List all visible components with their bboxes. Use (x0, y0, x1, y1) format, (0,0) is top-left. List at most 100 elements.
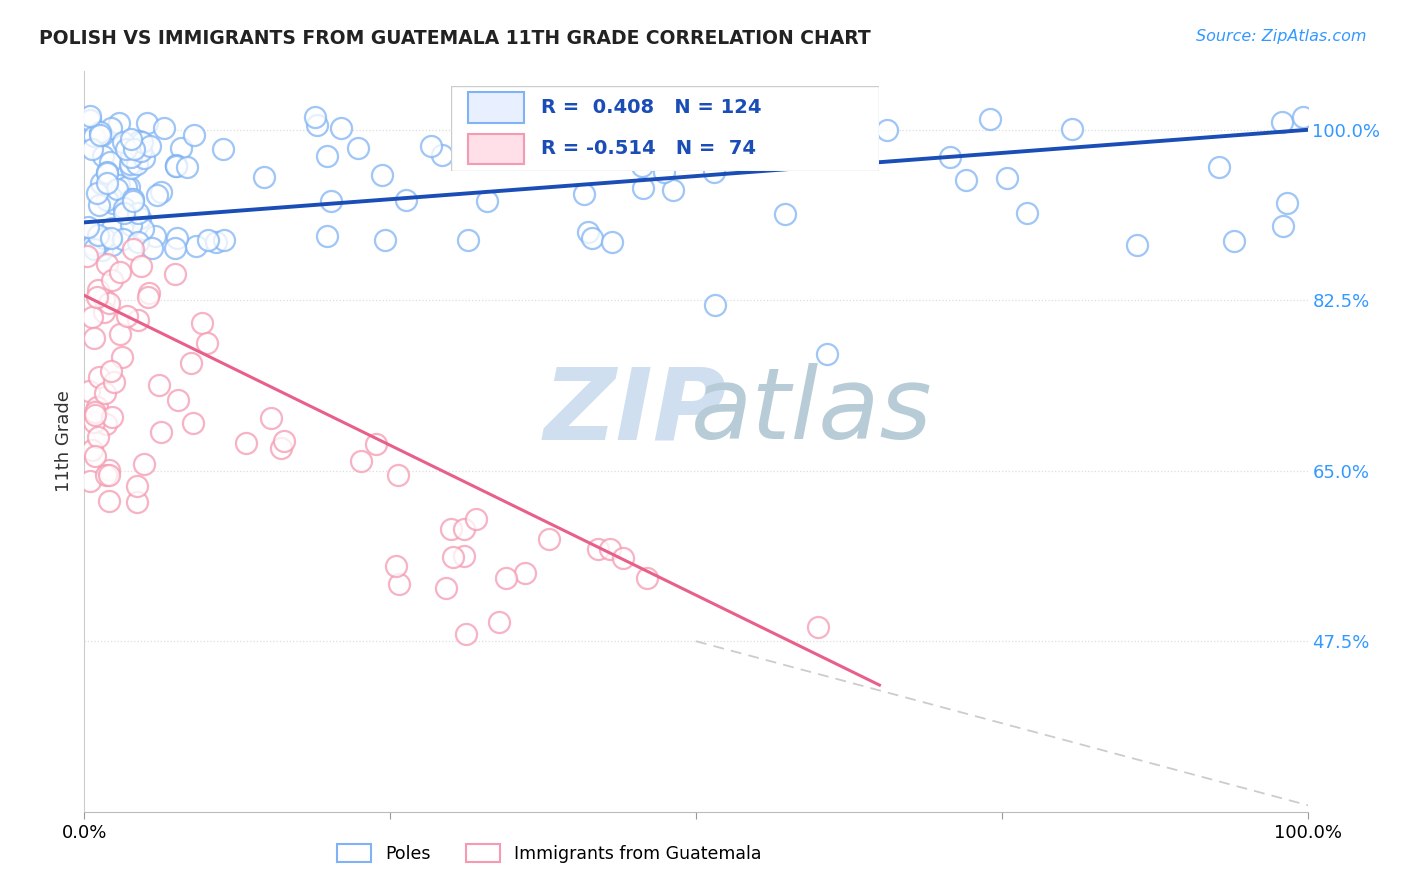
Point (127, 478, 149, 492)
Point (512, 134, 534, 148)
Point (184, 239, 207, 253)
Point (131, 135, 153, 149)
Point (96, 417, 118, 432)
Point (89, 176, 111, 190)
Point (108, 116, 131, 130)
Point (371, 169, 394, 183)
Point (86, 430, 108, 444)
Point (169, 141, 191, 155)
Point (636, 571, 658, 585)
Point (180, 356, 202, 370)
Point (347, 141, 370, 155)
Point (103, 376, 125, 390)
Point (699, 112, 721, 127)
Point (612, 551, 634, 566)
Point (134, 152, 156, 166)
Point (273, 434, 295, 448)
Point (87, 369, 110, 384)
Point (599, 541, 621, 556)
Point (124, 142, 146, 156)
Point (212, 142, 235, 156)
Point (98, 467, 121, 482)
Point (572, 186, 595, 201)
Point (315, 149, 337, 163)
Point (673, 149, 696, 163)
Point (120, 192, 142, 206)
Point (79, 110, 101, 124)
Point (165, 267, 187, 281)
Point (1277, 196, 1299, 211)
Point (112, 135, 135, 149)
Point (307, 118, 329, 132)
Point (1125, 238, 1147, 252)
Point (600, 235, 623, 249)
Point (1017, 206, 1039, 220)
Point (100, 190, 122, 204)
Point (581, 231, 603, 245)
Point (138, 285, 160, 300)
Point (205, 235, 228, 249)
Point (529, 115, 551, 129)
Point (167, 392, 190, 407)
Point (304, 110, 326, 124)
Point (235, 436, 257, 450)
Point (127, 313, 149, 327)
Point (84, 405, 107, 419)
Point (76, 220, 98, 235)
Point (181, 416, 204, 430)
Point (87, 283, 110, 297)
Point (538, 532, 561, 546)
Point (87, 198, 110, 212)
Point (807, 619, 830, 633)
Legend: Poles, Immigrants from Guatemala: Poles, Immigrants from Guatemala (330, 837, 769, 870)
Point (1271, 219, 1294, 233)
Point (395, 194, 418, 208)
Point (105, 182, 128, 196)
Point (83, 415, 105, 429)
Point (387, 468, 409, 483)
Point (139, 138, 162, 153)
Point (117, 309, 139, 323)
Point (815, 347, 838, 361)
Point (453, 522, 475, 536)
Point (374, 233, 396, 247)
Point (127, 235, 149, 249)
Y-axis label: 11th Grade: 11th Grade (55, 391, 73, 492)
Point (98, 463, 121, 477)
Text: ZIP: ZIP (543, 363, 727, 460)
Point (93, 305, 115, 319)
Point (419, 138, 441, 153)
Point (1060, 121, 1083, 136)
Point (195, 336, 218, 351)
Point (141, 241, 163, 255)
Point (101, 238, 124, 252)
Point (120, 132, 142, 146)
Point (83, 129, 105, 144)
Point (197, 233, 219, 247)
Point (316, 228, 339, 243)
Point (1292, 110, 1315, 124)
Point (100, 154, 122, 169)
Point (108, 178, 131, 192)
Point (115, 180, 138, 194)
Point (96, 194, 118, 208)
Point (166, 231, 188, 245)
Point (128, 134, 150, 148)
Point (270, 442, 292, 456)
Point (586, 541, 609, 556)
Point (440, 522, 463, 536)
Point (120, 218, 142, 232)
Point (100, 121, 122, 136)
Point (91, 128, 114, 142)
Point (464, 512, 486, 526)
Point (101, 196, 124, 211)
Point (1271, 115, 1294, 129)
Point (252, 170, 274, 185)
Point (80, 310, 103, 325)
Point (96, 166, 118, 180)
Point (121, 192, 143, 206)
Point (120, 161, 142, 175)
Point (488, 615, 510, 629)
Point (602, 132, 624, 146)
Point (86, 186, 108, 200)
